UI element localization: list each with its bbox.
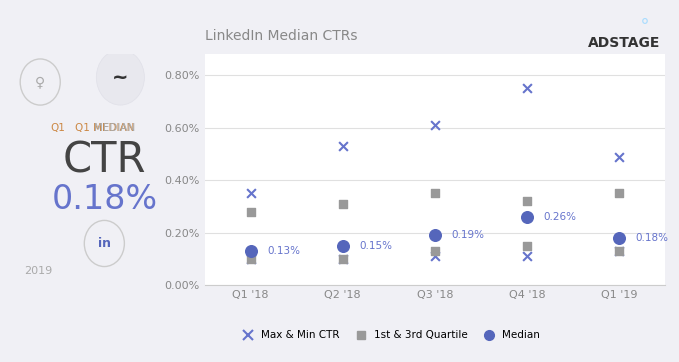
Text: CTR: CTR (62, 139, 146, 181)
Point (521, 214, 532, 220)
Text: 0.19%: 0.19% (452, 230, 485, 240)
Point (614, 190, 625, 196)
Point (337, 143, 348, 149)
Text: 0.26%: 0.26% (544, 212, 576, 222)
Point (430, 190, 441, 196)
Text: LinkedIn Median CTRs: LinkedIn Median CTRs (204, 29, 357, 43)
Point (430, 232, 441, 238)
Text: 0.13%: 0.13% (267, 246, 300, 256)
Point (337, 201, 348, 207)
Text: ~: ~ (112, 68, 128, 87)
Text: 0.15%: 0.15% (359, 241, 392, 251)
Point (614, 235, 625, 241)
Text: ADSTAGE: ADSTAGE (588, 36, 661, 50)
Point (245, 248, 256, 254)
Point (614, 248, 625, 254)
Point (430, 122, 441, 128)
Point (245, 209, 256, 215)
Text: 0.18%: 0.18% (636, 233, 669, 243)
Legend: Max & Min CTR, 1st & 3rd Quartile, Median: Max & Min CTR, 1st & 3rd Quartile, Media… (234, 326, 545, 344)
Text: ♀: ♀ (35, 75, 45, 89)
Point (614, 153, 625, 159)
Text: MEDIAN: MEDIAN (94, 123, 135, 133)
Circle shape (96, 50, 145, 105)
Point (245, 190, 256, 196)
Point (337, 243, 348, 249)
Point (521, 198, 532, 204)
Point (337, 256, 348, 262)
Text: 2019: 2019 (24, 266, 52, 276)
Text: 0.18%: 0.18% (52, 183, 158, 216)
Point (614, 248, 625, 254)
Point (430, 248, 441, 254)
Text: Q1 MEDIAN: Q1 MEDIAN (75, 123, 134, 133)
Text: ⚬: ⚬ (638, 13, 651, 31)
Point (430, 253, 441, 259)
Point (521, 253, 532, 259)
Point (521, 243, 532, 249)
Point (245, 256, 256, 262)
Text: Q1: Q1 (51, 123, 66, 133)
Point (245, 256, 256, 262)
Point (521, 85, 532, 91)
Text: in: in (98, 237, 111, 250)
Point (337, 256, 348, 262)
